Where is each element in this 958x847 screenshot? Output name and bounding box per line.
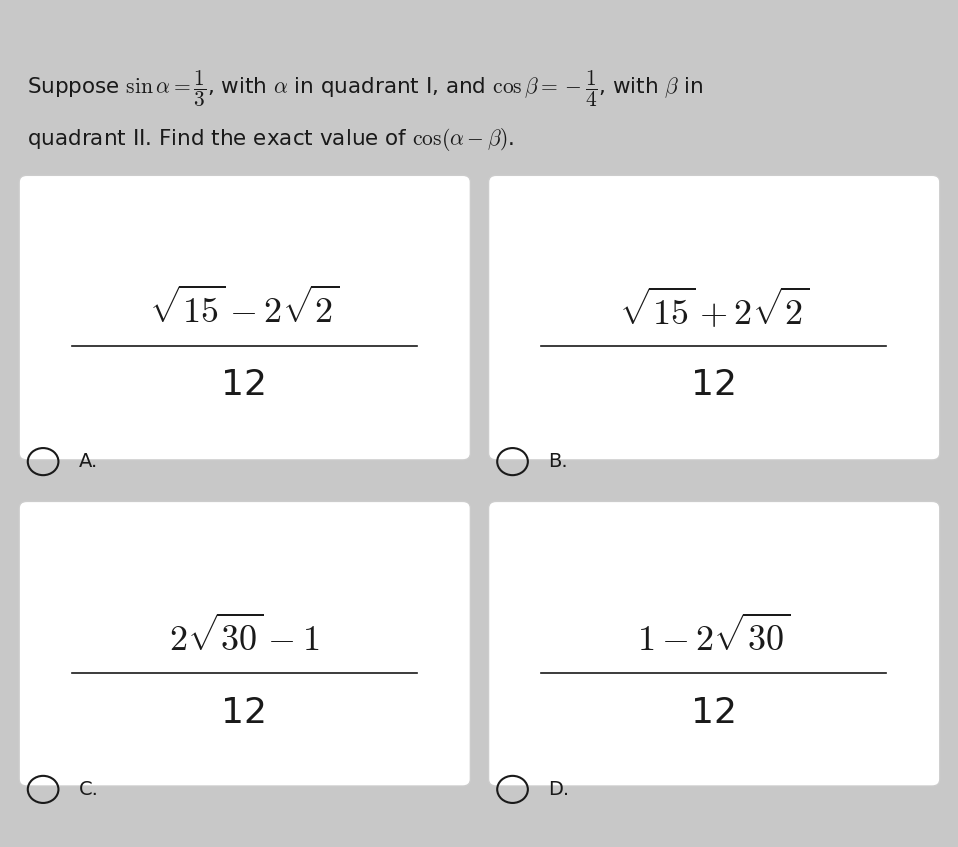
Text: 12: 12	[221, 368, 267, 402]
Text: $\sqrt{15} - 2\sqrt{2}$: $\sqrt{15} - 2\sqrt{2}$	[149, 288, 339, 330]
FancyBboxPatch shape	[489, 175, 940, 460]
Text: $\sqrt{15} + 2\sqrt{2}$: $\sqrt{15} + 2\sqrt{2}$	[619, 286, 809, 332]
Text: 12: 12	[221, 696, 267, 730]
Text: D.: D.	[548, 780, 569, 799]
FancyBboxPatch shape	[19, 501, 470, 786]
Text: C.: C.	[79, 780, 99, 799]
Text: B.: B.	[548, 452, 567, 471]
Text: $2\sqrt{30} - 1$: $2\sqrt{30} - 1$	[170, 616, 319, 658]
Text: 12: 12	[691, 696, 737, 730]
Text: Suppose $\sin\alpha = \dfrac{1}{3}$, with $\alpha$ in quadrant I, and $\cos\beta: Suppose $\sin\alpha = \dfrac{1}{3}$, wit…	[27, 69, 703, 109]
FancyBboxPatch shape	[19, 175, 470, 460]
Text: quadrant II. Find the exact value of $\cos(\alpha - \beta)$.: quadrant II. Find the exact value of $\c…	[27, 126, 514, 153]
Text: $1 - 2\sqrt{30}$: $1 - 2\sqrt{30}$	[637, 616, 790, 658]
Text: 12: 12	[691, 368, 737, 402]
Text: A.: A.	[79, 452, 98, 471]
FancyBboxPatch shape	[489, 501, 940, 786]
